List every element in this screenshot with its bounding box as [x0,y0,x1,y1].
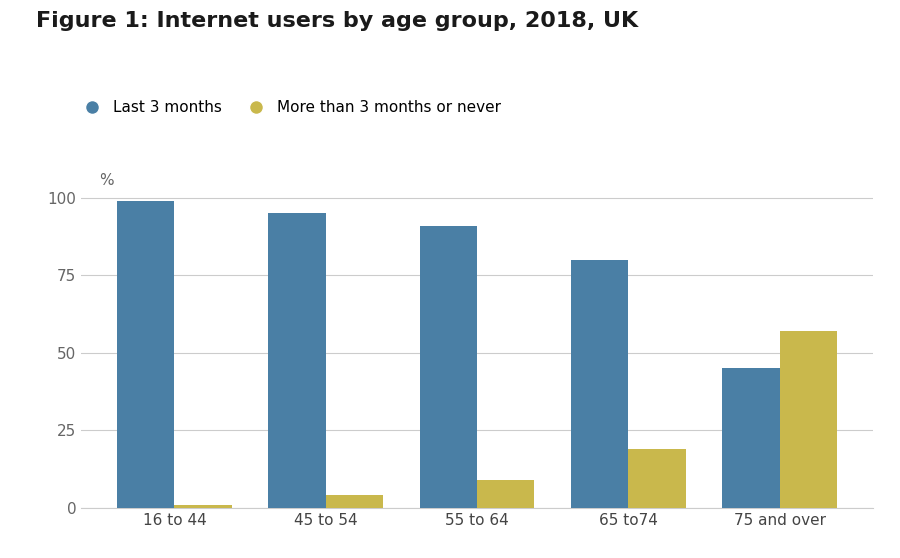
Text: %: % [99,174,113,189]
Bar [571,260,628,508]
Bar [477,480,535,508]
Legend: Last 3 months, More than 3 months or never: Last 3 months, More than 3 months or nev… [70,94,508,121]
Bar [779,331,837,508]
Bar [175,504,232,508]
Bar [419,225,477,508]
Bar [628,449,686,508]
Bar [117,201,175,508]
Bar [326,496,383,508]
Bar [722,368,779,508]
Text: Figure 1: Internet users by age group, 2018, UK: Figure 1: Internet users by age group, 2… [36,11,638,31]
Bar [268,213,326,508]
